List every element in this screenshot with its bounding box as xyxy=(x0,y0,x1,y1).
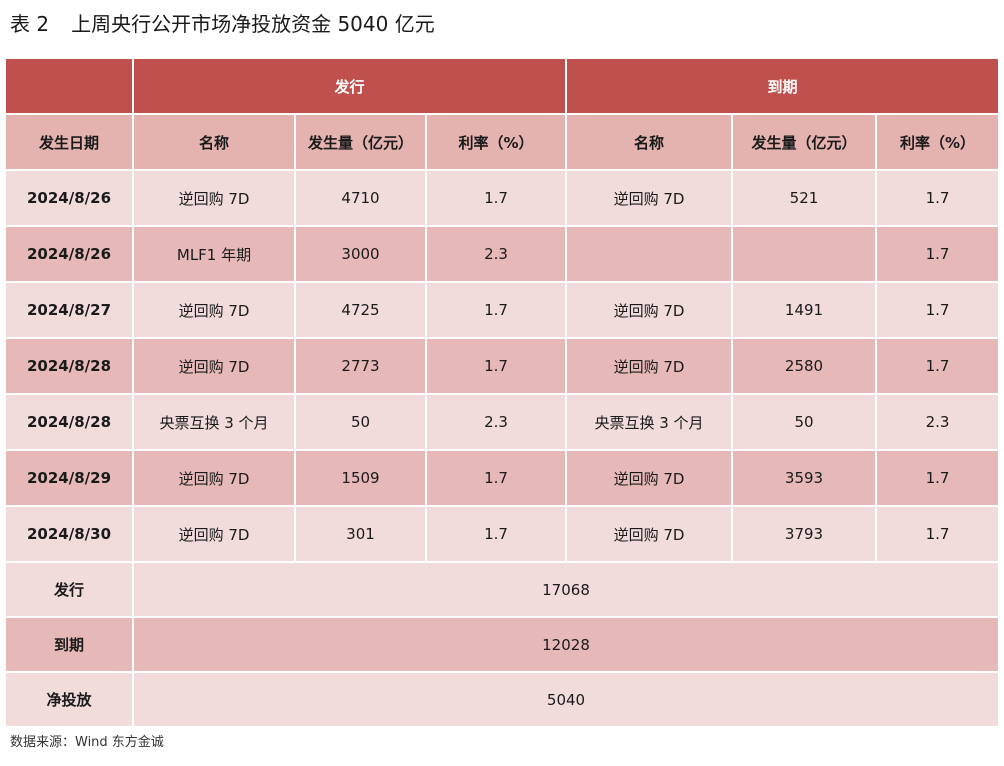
table-title: 表 2 上周央行公开市场净投放资金 5040 亿元 xyxy=(10,8,435,40)
cell-issue-name: 逆回购 7D xyxy=(132,169,296,227)
cell-issue-rate: 1.7 xyxy=(425,169,567,227)
cell-maturity-amount: 2580 xyxy=(731,337,877,395)
cell-maturity-rate: 2.3 xyxy=(875,393,1000,451)
table-row: 2024/8/29 逆回购 7D 1509 1.7 逆回购 7D 3593 1.… xyxy=(4,449,1000,507)
column-header-maturity-rate: 利率（%） xyxy=(875,113,1000,171)
summary-label: 净投放 xyxy=(4,671,134,728)
column-header-maturity-name: 名称 xyxy=(565,113,733,171)
cell-date: 2024/8/27 xyxy=(4,281,134,339)
table-number: 表 2 xyxy=(10,12,50,36)
table-row: 2024/8/30 逆回购 7D 301 1.7 逆回购 7D 3793 1.7 xyxy=(4,505,1000,563)
cell-issue-rate: 2.3 xyxy=(425,393,567,451)
cell-issue-rate: 1.7 xyxy=(425,281,567,339)
cell-maturity-name xyxy=(565,225,733,283)
cell-date: 2024/8/30 xyxy=(4,505,134,563)
column-header-date: 发生日期 xyxy=(4,113,134,171)
cell-issue-name: MLF1 年期 xyxy=(132,225,296,283)
cell-maturity-amount: 50 xyxy=(731,393,877,451)
group-header-blank xyxy=(4,57,134,115)
cell-maturity-amount: 1491 xyxy=(731,281,877,339)
cell-issue-rate: 1.7 xyxy=(425,449,567,507)
summary-label: 发行 xyxy=(4,561,134,618)
cell-maturity-name: 逆回购 7D xyxy=(565,337,733,395)
table-row: 2024/8/28 央票互换 3 个月 50 2.3 央票互换 3 个月 50 … xyxy=(4,393,1000,451)
column-header-issue-amount: 发生量（亿元） xyxy=(294,113,427,171)
column-header-row: 发生日期 名称 发生量（亿元） 利率（%） 名称 发生量（亿元） 利率（%） xyxy=(4,113,1000,171)
table-row: 2024/8/26 MLF1 年期 3000 2.3 1.7 xyxy=(4,225,1000,283)
cell-issue-rate: 1.7 xyxy=(425,337,567,395)
cell-maturity-name: 逆回购 7D xyxy=(565,449,733,507)
cell-date: 2024/8/26 xyxy=(4,225,134,283)
summary-row-issue: 发行 17068 xyxy=(4,561,1000,618)
cell-maturity-amount: 521 xyxy=(731,169,877,227)
cell-issue-name: 逆回购 7D xyxy=(132,505,296,563)
open-market-table: 发行 到期 发生日期 名称 发生量（亿元） 利率（%） 名称 发生量（亿元） 利… xyxy=(4,57,1000,728)
cell-issue-name: 逆回购 7D xyxy=(132,281,296,339)
cell-date: 2024/8/28 xyxy=(4,337,134,395)
group-header-row: 发行 到期 xyxy=(4,57,1000,115)
cell-date: 2024/8/29 xyxy=(4,449,134,507)
source-note: 数据来源：Wind 东方金诚 xyxy=(10,735,164,750)
cell-maturity-name: 逆回购 7D xyxy=(565,169,733,227)
cell-maturity-rate: 1.7 xyxy=(875,169,1000,227)
cell-issue-amount: 1509 xyxy=(294,449,427,507)
cell-issue-amount: 50 xyxy=(294,393,427,451)
cell-issue-amount: 4725 xyxy=(294,281,427,339)
cell-date: 2024/8/26 xyxy=(4,169,134,227)
cell-issue-name: 逆回购 7D xyxy=(132,337,296,395)
cell-maturity-rate: 1.7 xyxy=(875,281,1000,339)
cell-issue-amount: 4710 xyxy=(294,169,427,227)
cell-maturity-rate: 1.7 xyxy=(875,225,1000,283)
cell-issue-rate: 1.7 xyxy=(425,505,567,563)
table-row: 2024/8/26 逆回购 7D 4710 1.7 逆回购 7D 521 1.7 xyxy=(4,169,1000,227)
summary-label: 到期 xyxy=(4,616,134,673)
table-row: 2024/8/28 逆回购 7D 2773 1.7 逆回购 7D 2580 1.… xyxy=(4,337,1000,395)
cell-maturity-rate: 1.7 xyxy=(875,505,1000,563)
cell-maturity-name: 逆回购 7D xyxy=(565,281,733,339)
summary-row-net: 净投放 5040 xyxy=(4,671,1000,728)
cell-maturity-rate: 1.7 xyxy=(875,337,1000,395)
cell-maturity-name: 逆回购 7D xyxy=(565,505,733,563)
summary-value: 12028 xyxy=(132,616,1000,673)
cell-issue-amount: 2773 xyxy=(294,337,427,395)
cell-date: 2024/8/28 xyxy=(4,393,134,451)
cell-issue-name: 央票互换 3 个月 xyxy=(132,393,296,451)
cell-maturity-amount: 3593 xyxy=(731,449,877,507)
column-header-issue-name: 名称 xyxy=(132,113,296,171)
cell-maturity-amount: 3793 xyxy=(731,505,877,563)
group-header-issue: 发行 xyxy=(132,57,567,115)
cell-issue-rate: 2.3 xyxy=(425,225,567,283)
group-header-maturity: 到期 xyxy=(565,57,1000,115)
summary-value: 17068 xyxy=(132,561,1000,618)
cell-maturity-rate: 1.7 xyxy=(875,449,1000,507)
summary-row-maturity: 到期 12028 xyxy=(4,616,1000,673)
cell-issue-amount: 3000 xyxy=(294,225,427,283)
cell-maturity-name: 央票互换 3 个月 xyxy=(565,393,733,451)
cell-issue-amount: 301 xyxy=(294,505,427,563)
summary-value: 5040 xyxy=(132,671,1000,728)
table-row: 2024/8/27 逆回购 7D 4725 1.7 逆回购 7D 1491 1.… xyxy=(4,281,1000,339)
cell-maturity-amount xyxy=(731,225,877,283)
table-title-text: 上周央行公开市场净投放资金 5040 亿元 xyxy=(71,12,435,36)
column-header-issue-rate: 利率（%） xyxy=(425,113,567,171)
column-header-maturity-amount: 发生量（亿元） xyxy=(731,113,877,171)
cell-issue-name: 逆回购 7D xyxy=(132,449,296,507)
